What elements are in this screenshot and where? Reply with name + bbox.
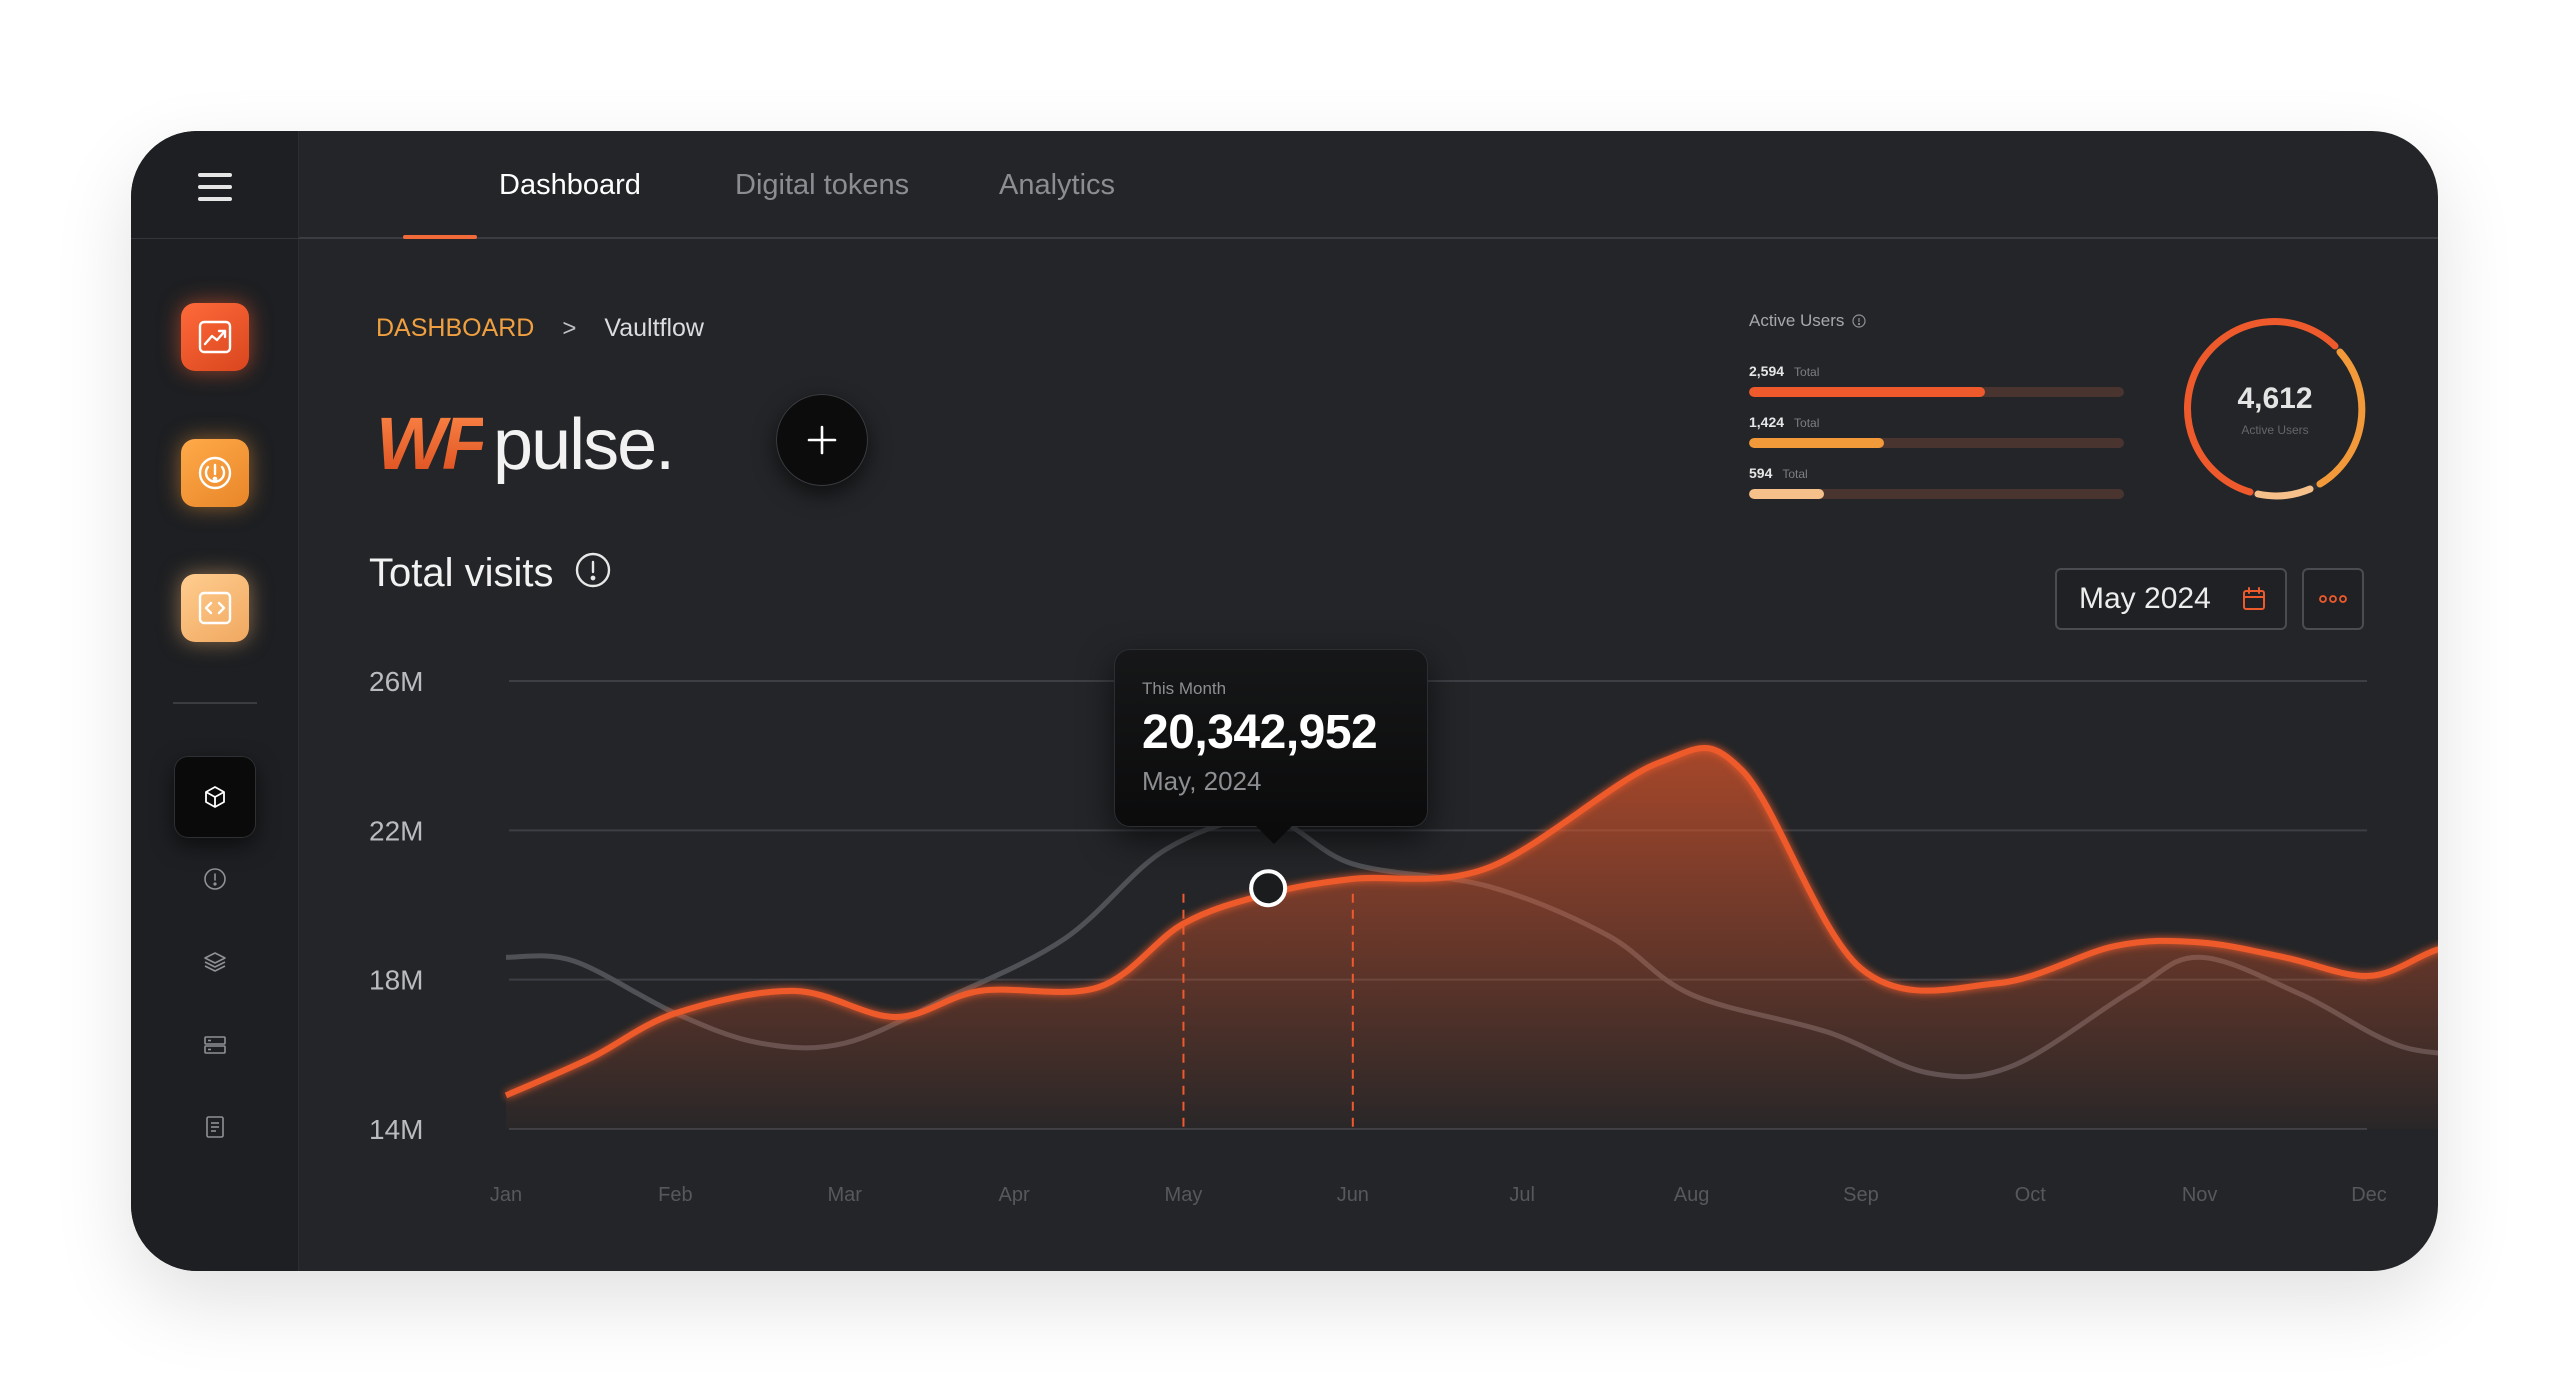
- active-users-heading: Active Users: [1749, 311, 1845, 330]
- date-picker[interactable]: May 2024: [2055, 568, 2287, 630]
- x-tick-label: Jul: [1509, 1184, 1535, 1206]
- target-icon: [198, 456, 232, 490]
- active-users-row-value: 1,424: [1749, 414, 1785, 430]
- x-tick-label: Oct: [2015, 1184, 2047, 1206]
- breadcrumb-root[interactable]: DASHBOARD: [376, 314, 535, 342]
- cube-icon: [205, 786, 225, 808]
- plus-icon: [807, 425, 837, 455]
- main-series-line: [504, 745, 2438, 1099]
- brand-prefix: WF: [376, 402, 487, 485]
- document-icon: [206, 1116, 224, 1138]
- focus-point-marker: [1249, 869, 1288, 908]
- x-tick-label: Aug: [1674, 1184, 1710, 1206]
- active-users-row-label: Total: [1794, 416, 1820, 430]
- brand-logo: WF pulse.: [376, 401, 675, 486]
- x-tick-label: Jun: [1337, 1184, 1369, 1206]
- active-users-row-value: 2,594: [1749, 363, 1785, 379]
- y-tick-label: 14M: [369, 1114, 423, 1145]
- calendar-icon: [2243, 587, 2265, 610]
- active-users-ring: [2184, 318, 2366, 500]
- server-icon: [204, 1036, 226, 1054]
- breadcrumb: DASHBOARD > Vaultflow: [376, 314, 704, 343]
- ring-arc-tertiary: [2254, 485, 2314, 500]
- active-users-bar-track: [1749, 489, 2124, 499]
- tooltip-date: May, 2024: [1142, 766, 1262, 796]
- brand-name: pulse.: [493, 405, 675, 485]
- active-users-row-value: 594: [1749, 465, 1773, 481]
- active-users-total: 4,612: [2237, 382, 2313, 415]
- x-tick-label: Feb: [658, 1184, 692, 1206]
- breadcrumb-current: Vaultflow: [604, 314, 704, 342]
- info-small-icon[interactable]: [1852, 314, 1867, 328]
- nav-alert-button[interactable]: [174, 838, 256, 920]
- active-users-bar-fill: [1749, 489, 1824, 499]
- nav-server-button[interactable]: [174, 1004, 256, 1086]
- tab-analytics[interactable]: Analytics: [999, 169, 1116, 201]
- total-visits-chart: 26M 22M 18M 14M Jan Feb Mar Apr May Jun Jul Aug Sep…: [369, 666, 2438, 1206]
- nav-layers-button[interactable]: [174, 921, 256, 1003]
- ring-arc-secondary: [2316, 348, 2366, 488]
- menu-icon[interactable]: [198, 173, 232, 201]
- ring-arc-main: [2184, 318, 2339, 496]
- chart-up-icon: [198, 320, 232, 354]
- breadcrumb-separator: >: [562, 314, 577, 342]
- section-title: Total visits: [369, 551, 554, 595]
- x-tick-label: Nov: [2182, 1184, 2218, 1206]
- active-users-row: 2,594 Total: [1749, 363, 2124, 397]
- tab-digital-tokens[interactable]: Digital tokens: [735, 169, 910, 201]
- top-tab-bar: Dashboard Digital tokens Analytics: [299, 131, 2438, 239]
- info-icon[interactable]: [574, 551, 612, 589]
- app-analytics-button[interactable]: [181, 303, 249, 371]
- tooltip-value: 20,342,952: [1142, 706, 1378, 759]
- active-users-bar-track: [1749, 387, 2124, 397]
- add-button[interactable]: [776, 394, 868, 486]
- active-tab-indicator: [403, 235, 477, 239]
- active-users-bar-fill: [1749, 438, 1884, 448]
- active-users-row-label: Total: [1782, 467, 1808, 481]
- alert-circle-icon: [204, 868, 226, 890]
- y-tick-label: 26M: [369, 666, 423, 697]
- more-options-button[interactable]: [2302, 568, 2364, 630]
- active-users-bar-track: [1749, 438, 2124, 448]
- y-tick-label: 18M: [369, 965, 423, 996]
- dashboard-window: Dashboard Digital tokens Analytics DASHB…: [131, 131, 2438, 1271]
- x-tick-label: May: [1165, 1184, 1203, 1206]
- x-tick-label: Mar: [828, 1184, 863, 1206]
- active-users-bar-fill: [1749, 387, 1986, 397]
- app-target-button[interactable]: [181, 439, 249, 507]
- sidebar-top-divider: [131, 238, 299, 239]
- more-dots-icon: [2319, 595, 2347, 603]
- app-code-button[interactable]: [181, 574, 249, 642]
- date-picker-value: May 2024: [2079, 582, 2211, 615]
- y-tick-label: 22M: [369, 815, 423, 846]
- layers-icon: [204, 952, 226, 972]
- active-users-row-label: Total: [1794, 365, 1820, 379]
- sidebar: [131, 131, 299, 1271]
- nav-document-button[interactable]: [174, 1086, 256, 1168]
- main-series-area: [506, 748, 2438, 1129]
- active-users-title: Active Users: [1749, 311, 1867, 331]
- active-users-row: 594 Total: [1749, 465, 2124, 499]
- code-icon: [198, 591, 232, 625]
- active-users-total-label: Active Users: [2241, 423, 2309, 437]
- chart-tooltip: This Month 20,342,952 May, 2024: [1114, 649, 1428, 844]
- x-tick-label: Jan: [490, 1184, 522, 1206]
- x-tick-label: Sep: [1843, 1184, 1879, 1206]
- nav-cube-button[interactable]: [174, 756, 256, 838]
- active-users-row: 1,424 Total: [1749, 414, 2124, 448]
- tab-dashboard[interactable]: Dashboard: [499, 169, 641, 201]
- tooltip-label: This Month: [1142, 679, 1227, 698]
- x-tick-label: Dec: [2351, 1184, 2387, 1206]
- x-tick-label: Apr: [999, 1184, 1030, 1206]
- sidebar-divider: [173, 702, 257, 704]
